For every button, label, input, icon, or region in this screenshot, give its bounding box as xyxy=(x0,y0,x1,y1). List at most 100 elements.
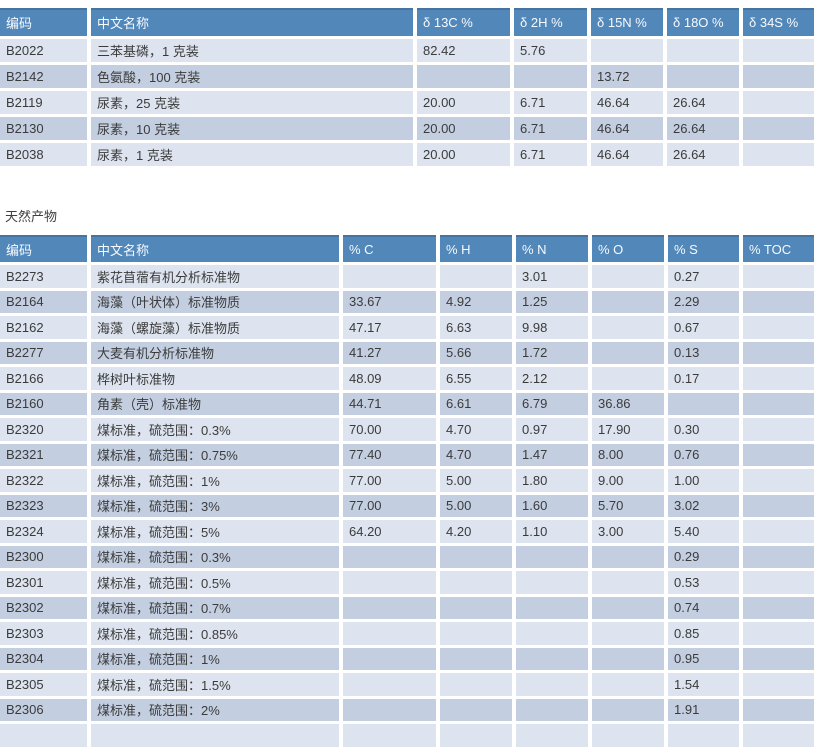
table-row: B2166 桦树叶标准物 48.09 6.55 2.12 0.17 xyxy=(0,365,814,393)
row-value xyxy=(665,63,743,91)
row-value xyxy=(741,620,814,648)
row-value xyxy=(590,289,668,316)
row-value: 6.55 xyxy=(438,365,516,393)
row-value: 6.71 xyxy=(512,89,591,117)
row-name: 煤标准，硫范围：0.3% xyxy=(89,544,343,571)
row-value xyxy=(438,620,516,648)
table-body: B2022 三苯基磷，1 克装 82.42 5.76 B2142 色氨酸，100 克装 13… xyxy=(0,37,814,169)
row-value: 9.98 xyxy=(514,314,592,342)
row-value xyxy=(438,697,516,724)
row-value: 13.72 xyxy=(589,63,667,91)
row-name: 尿素，10 克装 xyxy=(89,115,417,143)
row-code: B2130 xyxy=(0,115,91,143)
row-value xyxy=(666,722,743,750)
row-code: B2301 xyxy=(0,569,91,597)
row-value xyxy=(590,646,668,673)
row-name: 尿素，25 克装 xyxy=(89,89,417,117)
row-value xyxy=(741,646,814,673)
row-value xyxy=(341,569,440,597)
row-value xyxy=(341,544,440,571)
table-row: B2305 煤标准，硫范围：1.5% 1.54 xyxy=(0,671,814,699)
row-value: 5.76 xyxy=(512,37,591,65)
row-value xyxy=(590,697,668,724)
row-value xyxy=(741,569,814,597)
row-code: B2323 xyxy=(0,493,91,520)
row-value: 77.00 xyxy=(341,467,440,495)
table-row: B2323 煤标准，硫范围：3% 77.00 5.00 1.60 5.70 3.02 xyxy=(0,493,814,520)
row-value xyxy=(741,289,814,316)
row-value xyxy=(341,671,440,699)
row-value: 33.67 xyxy=(341,289,440,316)
column-header: % S xyxy=(666,234,743,265)
column-header: % TOC xyxy=(741,234,814,265)
row-value: 0.85 xyxy=(666,620,743,648)
row-code: B2273 xyxy=(0,263,91,291)
row-value: 26.64 xyxy=(665,115,743,143)
row-value xyxy=(741,493,814,520)
row-value xyxy=(438,263,516,291)
table-row: B2324 煤标准，硫范围：5% 64.20 4.20 1.10 3.00 5.40 xyxy=(0,518,814,546)
row-value xyxy=(438,722,516,750)
row-value: 4.70 xyxy=(438,442,516,469)
column-header: 中文名称 xyxy=(89,8,417,39)
row-value: 0.30 xyxy=(666,416,743,444)
row-value xyxy=(514,646,592,673)
row-value xyxy=(438,595,516,622)
column-header: 中文名称 xyxy=(89,234,343,265)
row-value: 20.00 xyxy=(415,141,514,169)
row-name: 煤标准，硫范围：1% xyxy=(89,646,343,673)
row-value xyxy=(589,37,667,65)
row-value: 82.42 xyxy=(415,37,514,65)
row-value: 0.29 xyxy=(666,544,743,571)
row-code: B2306 xyxy=(0,697,91,724)
table-row: B2160 角素（壳）标准物 44.71 6.61 6.79 36.86 xyxy=(0,391,814,418)
natural-products-table: 编码 中文名称% C% H% N% O% S% TOC B2273 紫花苜蓿有机分析… xyxy=(0,234,814,750)
isotope-standards-table: 编码 中文名称 δ 13C % δ 2H % δ 15N % δ 18O % δ 34S %… xyxy=(0,8,814,169)
table-row: B2022 三苯基磷，1 克装 82.42 5.76 xyxy=(0,37,814,65)
row-value xyxy=(341,646,440,673)
row-value: 5.00 xyxy=(438,493,516,520)
row-value: 1.00 xyxy=(666,467,743,495)
row-value: 20.00 xyxy=(415,89,514,117)
row-code: B2322 xyxy=(0,467,91,495)
row-value xyxy=(741,467,814,495)
row-value: 4.70 xyxy=(438,416,516,444)
row-value: 64.20 xyxy=(341,518,440,546)
row-value xyxy=(741,518,814,546)
table-row: B2119 尿素，25 克装 20.00 6.71 46.64 26.64 xyxy=(0,89,814,117)
column-header: % H xyxy=(438,234,516,265)
row-value xyxy=(341,697,440,724)
row-code: B2164 xyxy=(0,289,91,316)
column-header: δ 13C % xyxy=(415,8,514,39)
table-row: B2301 煤标准，硫范围：0.5% 0.53 xyxy=(0,569,814,597)
row-value: 20.00 xyxy=(415,115,514,143)
row-code: B2277 xyxy=(0,340,91,367)
table-row: B2320 煤标准，硫范围：0.3% 70.00 4.70 0.97 17.90 0.30 xyxy=(0,416,814,444)
row-value xyxy=(514,671,592,699)
row-name: 三苯基磷，1 克装 xyxy=(89,37,417,65)
row-code: B2320 xyxy=(0,416,91,444)
row-value: 5.70 xyxy=(590,493,668,520)
row-value xyxy=(741,63,814,91)
row-value: 46.64 xyxy=(589,115,667,143)
row-value: 6.63 xyxy=(438,314,516,342)
table-row: B2300 煤标准，硫范围：0.3% 0.29 xyxy=(0,544,814,571)
row-name: 煤标准，硫范围：0.3% xyxy=(89,416,343,444)
row-value xyxy=(590,595,668,622)
row-value xyxy=(741,141,814,169)
row-value: 6.79 xyxy=(514,391,592,418)
row-value xyxy=(438,544,516,571)
row-value xyxy=(590,544,668,571)
row-code: B2321 xyxy=(0,442,91,469)
row-value xyxy=(514,544,592,571)
table-row: B2303 煤标准，硫范围：0.85% 0.85 xyxy=(0,620,814,648)
row-code: B2300 xyxy=(0,544,91,571)
row-value xyxy=(89,722,343,750)
row-value: 77.40 xyxy=(341,442,440,469)
row-value: 0.95 xyxy=(666,646,743,673)
row-name: 海藻（叶状体）标准物质 xyxy=(89,289,343,316)
row-code: B2160 xyxy=(0,391,91,418)
row-value xyxy=(341,595,440,622)
row-value xyxy=(590,722,668,750)
row-code: B2142 xyxy=(0,63,91,91)
